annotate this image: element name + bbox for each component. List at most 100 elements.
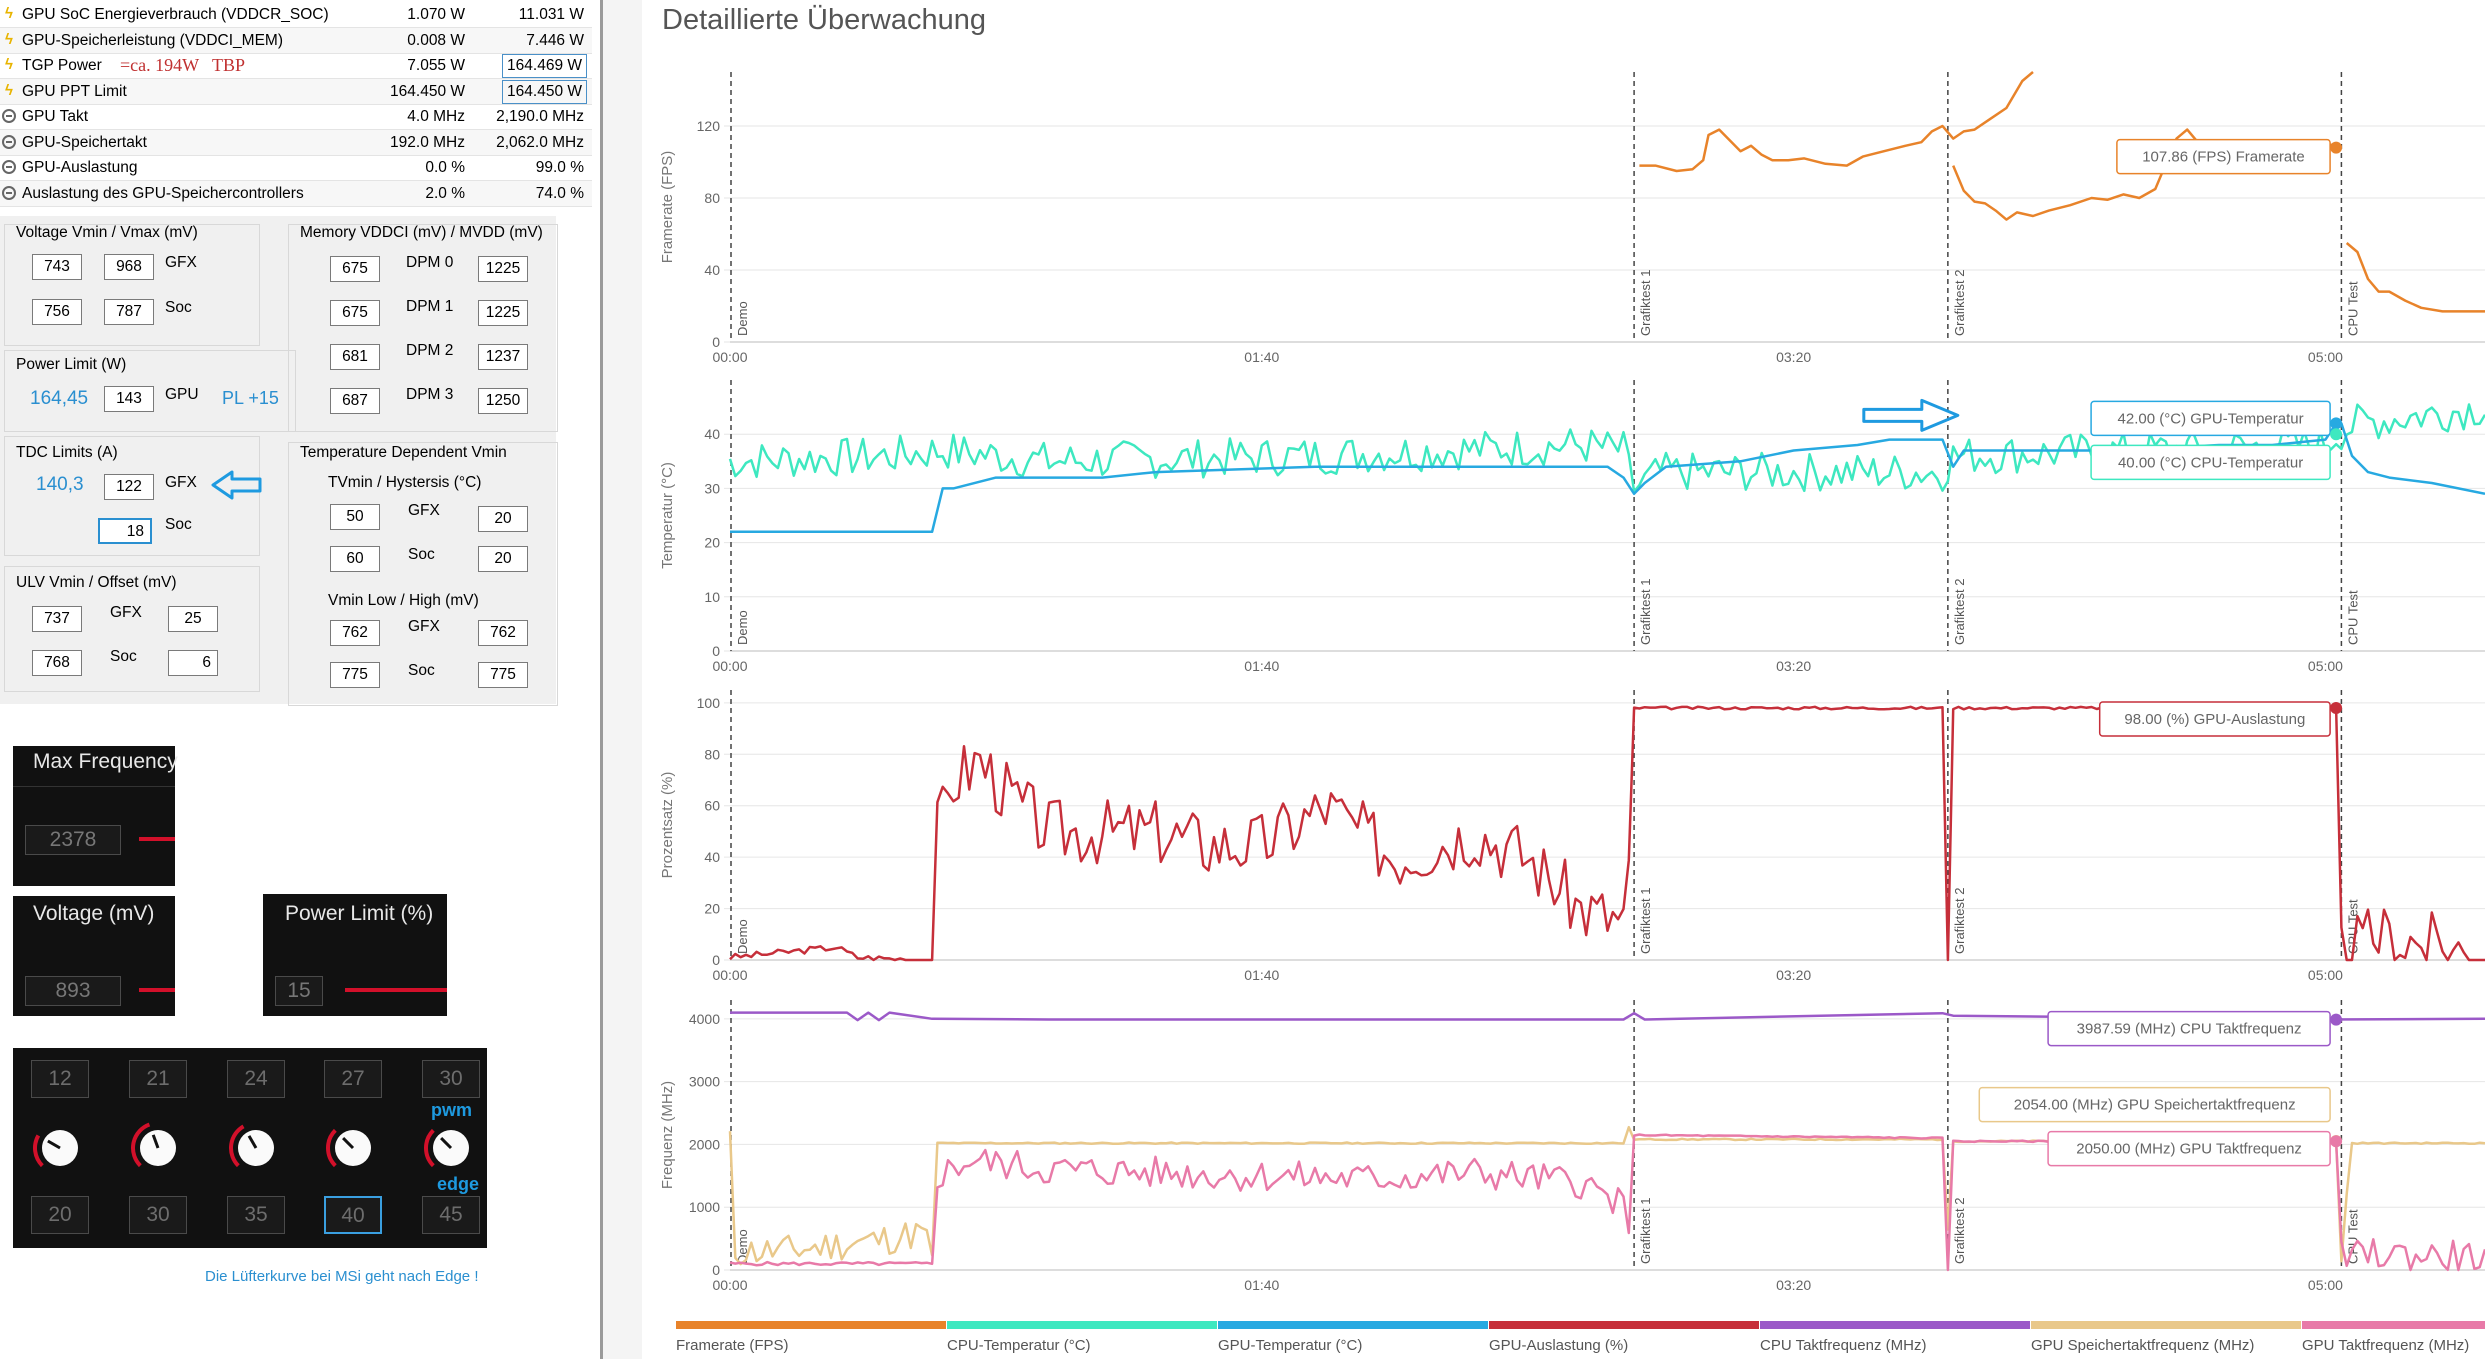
legend-swatch (1218, 1321, 1488, 1329)
window-divider[interactable] (600, 0, 642, 1359)
power-bolt-icon: ϟ (5, 30, 13, 48)
fan-knob-icon[interactable] (226, 1118, 286, 1178)
x-tick-label: 05:00 (2308, 1277, 2343, 1293)
voltage-gfx-max-input[interactable]: 968 (104, 254, 154, 280)
legend-item[interactable]: Framerate (FPS) (676, 1319, 946, 1359)
fan-speed-point[interactable]: 20 (31, 1196, 89, 1234)
power-limit-widget-value[interactable]: 15 (275, 976, 323, 1006)
fan-knob-icon[interactable] (128, 1118, 188, 1178)
tdc-title: TDC Limits (A) (16, 444, 118, 461)
sensor-max-value: 2,190.0 MHz (496, 108, 584, 125)
fan-speed-point[interactable]: 30 (129, 1196, 187, 1234)
sensor-row[interactable]: GPU-Speichertakt 192.0 MHz 2,062.0 MHz (0, 129, 592, 156)
fan-temp-point[interactable]: 30 (422, 1060, 480, 1098)
temp-soc-hyst-input[interactable]: 20 (478, 546, 528, 572)
x-tick-label: 05:00 (2308, 967, 2343, 983)
sensor-current-value: 192.0 MHz (390, 133, 465, 151)
memory-mvdd-input[interactable]: 1225 (478, 300, 528, 326)
voltage-gfx-min-input[interactable]: 743 (32, 254, 82, 280)
legend-item[interactable]: GPU-Auslastung (%) (1489, 1319, 1759, 1359)
vmin-gfx-low-input[interactable]: 762 (330, 620, 380, 646)
memory-vddci-input[interactable]: 675 (330, 256, 380, 282)
y-tick-label: 80 (704, 190, 720, 206)
fan-speed-point[interactable]: 40 (324, 1196, 382, 1234)
sensor-row[interactable]: ϟ GPU SoC Energieverbrauch (VDDCR_SOC) 1.0… (0, 2, 592, 28)
memory-vddci-input[interactable]: 675 (330, 300, 380, 326)
ulv-gfx-offset-input[interactable]: 25 (168, 606, 218, 632)
tdc-gfx-input[interactable]: 122 (104, 474, 154, 500)
legend-swatch (2302, 1321, 2485, 1329)
y-tick-label: 40 (704, 262, 720, 278)
sensor-row[interactable]: ϟ GPU-Speicherleistung (VDDCI_MEM) 0.008 W… (0, 27, 592, 54)
ulv-soc-input[interactable]: 768 (32, 650, 82, 676)
power-limit-slider[interactable] (345, 988, 447, 992)
temp-soc-input[interactable]: 60 (330, 546, 380, 572)
x-tick-label: 00:00 (712, 1277, 747, 1293)
voltage-soc-max-input[interactable]: 787 (104, 299, 154, 325)
sensor-row[interactable]: ϟ GPU PPT Limit 164.450 W 164.450 W (0, 78, 592, 105)
legend-swatch (2031, 1321, 2301, 1329)
power-limit-widget-title: Power Limit (%) (285, 902, 434, 925)
fan-knob-icon[interactable] (421, 1118, 481, 1178)
fan-temp-point[interactable]: 27 (324, 1060, 382, 1098)
x-tick-label: 03:20 (1776, 1277, 1811, 1293)
max-frequency-title: Max Frequency (33, 750, 178, 773)
series-line (729, 705, 2485, 962)
y-tick-label: 0 (712, 334, 720, 350)
pwm-label: pwm (431, 1100, 473, 1120)
legend-label: GPU Taktfrequenz (MHz) (2302, 1337, 2470, 1354)
sensor-row[interactable]: GPU-Auslastung 0.0 % 99.0 % (0, 155, 592, 181)
fan-knob-icon[interactable] (323, 1118, 383, 1178)
vmin-gfx-high-input[interactable]: 762 (478, 620, 528, 646)
memory-vddci-input[interactable]: 687 (330, 388, 380, 414)
memory-mvdd-input[interactable]: 1225 (478, 256, 528, 282)
fan-speed-point[interactable]: 35 (227, 1196, 285, 1234)
section-marker-label: Demo (735, 610, 750, 645)
max-frequency-slider[interactable] (139, 837, 175, 841)
y-tick-label: 30 (704, 480, 720, 496)
ulv-gfx-input[interactable]: 737 (32, 606, 82, 632)
fan-speed-point[interactable]: 45 (422, 1196, 480, 1234)
legend-item[interactable]: CPU-Temperatur (°C) (947, 1319, 1217, 1359)
tdc-soc-input[interactable]: 18 (98, 518, 152, 544)
legend-item[interactable]: GPU-Temperatur (°C) (1218, 1319, 1488, 1359)
power-limit-gpu-label: GPU (165, 386, 199, 403)
power-bolt-icon: ϟ (5, 81, 13, 99)
monitor-title: Detaillierte Überwachung (662, 4, 986, 36)
temp-gfx-hyst-input[interactable]: 20 (478, 506, 528, 532)
voltage-widget-value[interactable]: 893 (25, 976, 121, 1006)
temp-vmin-sub: TVmin / Hystersis (°C) (328, 474, 482, 491)
voltage-soc-min-input[interactable]: 756 (32, 299, 82, 325)
legend-swatch (947, 1321, 1217, 1329)
y-tick-label: 0 (712, 1262, 720, 1278)
sensor-row[interactable]: Auslastung des GPU-Speichercontrollers 2.… (0, 180, 592, 207)
legend-item[interactable]: GPU Taktfrequenz (MHz) (2302, 1319, 2485, 1359)
memory-mvdd-input[interactable]: 1250 (478, 388, 528, 414)
max-frequency-value[interactable]: 2378 (25, 825, 121, 855)
fan-temp-point[interactable]: 24 (227, 1060, 285, 1098)
vmin-soc-high-input[interactable]: 775 (478, 662, 528, 688)
legend-item[interactable]: CPU Taktfrequenz (MHz) (1760, 1319, 2030, 1359)
legend-item[interactable]: GPU Speichertaktfrequenz (MHz) (2031, 1319, 2301, 1359)
hover-point (2330, 417, 2343, 430)
voltage-slider[interactable] (139, 988, 175, 992)
power-limit-title: Power Limit (W) (16, 356, 127, 373)
vmin-soc-low-input[interactable]: 775 (330, 662, 380, 688)
hover-point (2330, 428, 2343, 441)
memory-vddci-input[interactable]: 681 (330, 344, 380, 370)
tooltip-box (2090, 400, 2331, 437)
section-marker-label: Grafiktest 2 (1952, 888, 1967, 954)
tooltip-text: 107.86 (FPS) Framerate (2142, 149, 2305, 166)
fan-knob-icon[interactable] (30, 1118, 90, 1178)
sensor-row[interactable]: ϟ TGP Power =ca. 194W TBP 7.055 W 164.469 W (0, 53, 592, 79)
temp-gfx-input[interactable]: 50 (330, 504, 380, 530)
tooltip-text: 2050.00 (MHz) GPU Taktfrequenz (2076, 1141, 2302, 1158)
ulv-soc-offset-input[interactable]: 6 (168, 650, 218, 676)
power-limit-input[interactable]: 143 (104, 386, 154, 412)
fan-temp-point[interactable]: 12 (31, 1060, 89, 1098)
y-tick-label: 1000 (689, 1199, 720, 1215)
sensor-row[interactable]: GPU Takt 4.0 MHz 2,190.0 MHz (0, 104, 592, 130)
memory-mvdd-input[interactable]: 1237 (478, 344, 528, 370)
x-tick-label: 03:20 (1776, 967, 1811, 983)
fan-temp-point[interactable]: 21 (129, 1060, 187, 1098)
